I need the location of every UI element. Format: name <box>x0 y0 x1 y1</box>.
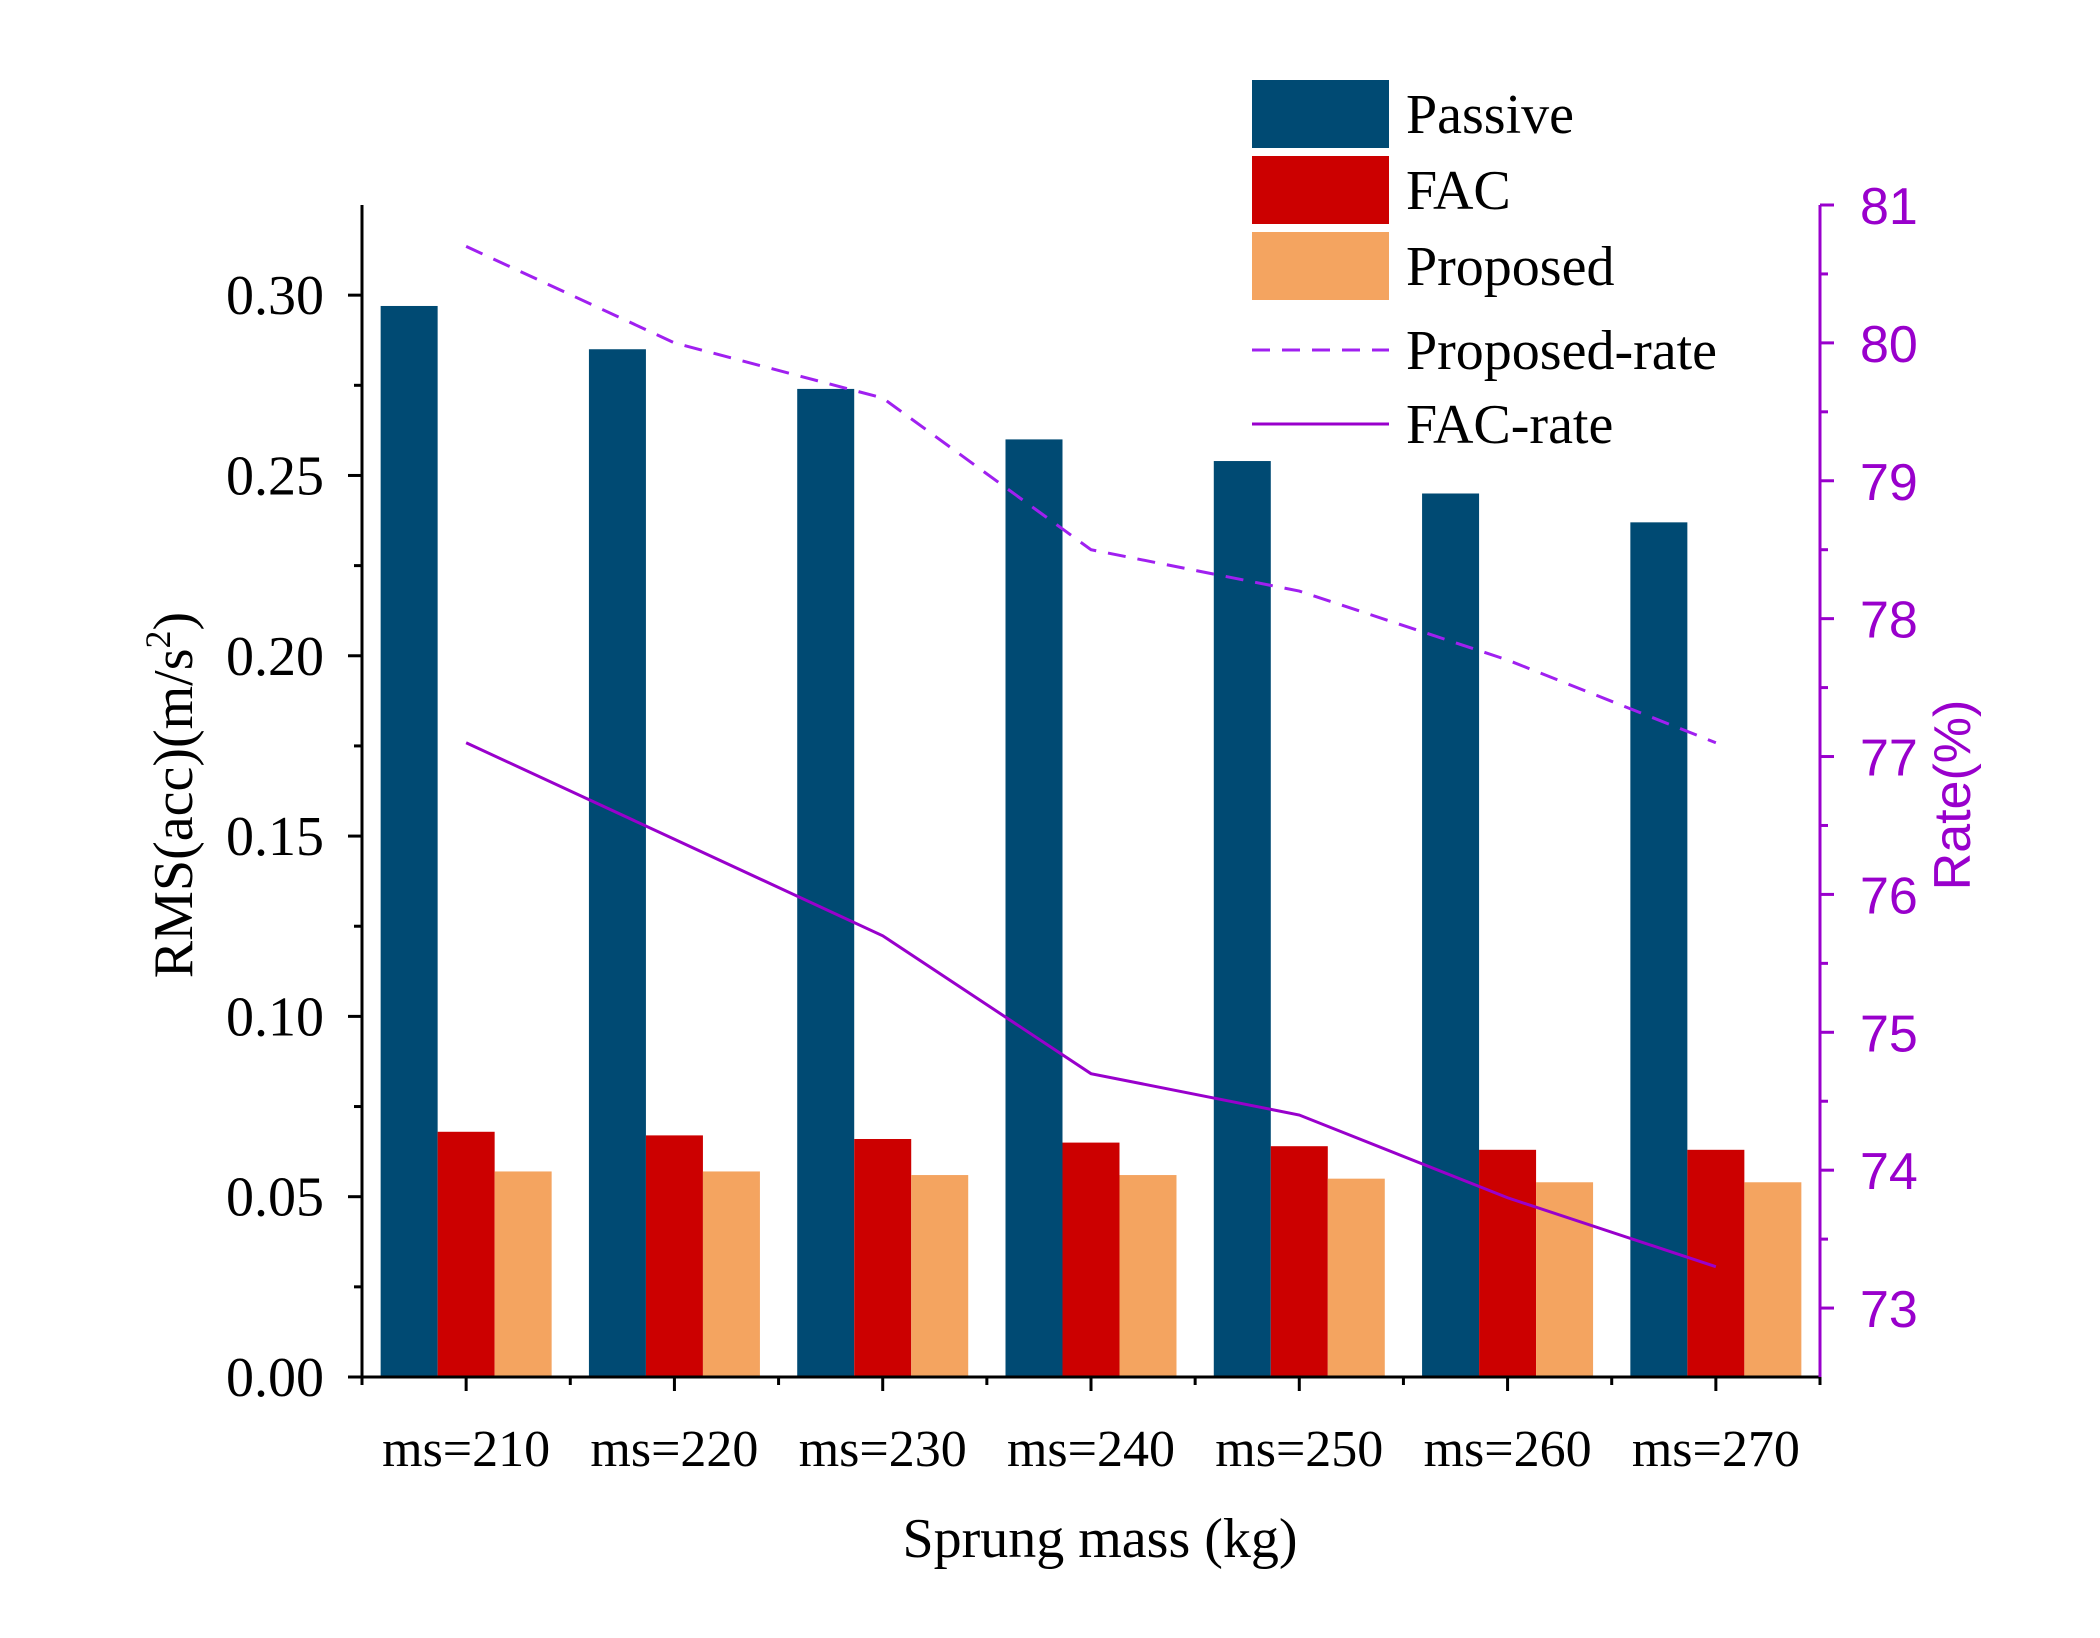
bar-proposed-2 <box>911 1175 969 1377</box>
bar-fac-5 <box>1479 1149 1537 1377</box>
y-tick-label-right-3: 76 <box>1860 867 1918 925</box>
y-tick-label-left-2: 0.10 <box>226 986 324 1048</box>
y-axis-title-left-sup: 2 <box>138 630 178 648</box>
line-proposed-rate <box>465 245 1717 745</box>
y-tick-label-left-3: 0.15 <box>226 806 324 868</box>
bar-proposed-5 <box>1536 1182 1594 1377</box>
x-tick-label-5: ms=260 <box>1424 1421 1592 1478</box>
legend-label-passive: Passive <box>1406 84 1574 146</box>
legend-label-fac: FAC <box>1406 160 1511 222</box>
bars-layer <box>380 305 1802 1378</box>
bar-proposed-0 <box>494 1171 552 1377</box>
x-axis-title: Sprung mass (kg) <box>902 1508 1297 1570</box>
bar-passive-6 <box>1630 522 1688 1377</box>
legend-label-fac-rate: FAC-rate <box>1406 394 1613 456</box>
bar-passive-3 <box>1005 439 1063 1377</box>
bar-fac-2 <box>854 1138 912 1377</box>
bar-proposed-1 <box>702 1171 760 1377</box>
y-tick-label-left-1: 0.05 <box>226 1167 324 1229</box>
bar-passive-5 <box>1422 493 1480 1377</box>
lines-layer <box>465 245 1717 1269</box>
y-tick-label-right-6: 79 <box>1860 454 1918 512</box>
y-tick-label-right-8: 81 <box>1860 178 1918 236</box>
y-tick-label-left-6: 0.30 <box>226 265 324 327</box>
bar-proposed-4 <box>1327 1178 1385 1377</box>
bar-fac-1 <box>645 1135 703 1377</box>
bar-proposed-6 <box>1744 1182 1802 1377</box>
bar-passive-1 <box>588 349 646 1378</box>
bar-fac-6 <box>1687 1149 1745 1377</box>
y-tick-label-right-0: 73 <box>1860 1281 1918 1339</box>
x-tick-label-4: ms=250 <box>1215 1421 1383 1478</box>
bar-fac-4 <box>1270 1146 1328 1377</box>
legend: Passive FAC Proposed Proposed-rate FAC-rate <box>1252 80 1717 456</box>
x-tick-label-3: ms=240 <box>1007 1421 1175 1478</box>
bar-fac-0 <box>437 1131 495 1377</box>
y-tick-label-right-4: 77 <box>1860 730 1918 788</box>
x-tick-label-2: ms=230 <box>799 1421 967 1478</box>
y-tick-label-right-2: 75 <box>1860 1005 1918 1063</box>
y-tick-label-left-0: 0.00 <box>226 1347 324 1409</box>
y-tick-label-left-4: 0.20 <box>226 626 324 688</box>
legend-swatch-proposed <box>1252 232 1389 300</box>
line-fac-rate <box>465 741 1717 1269</box>
y-tick-label-right-1: 74 <box>1860 1143 1918 1201</box>
x-tick-label-1: ms=220 <box>590 1421 758 1478</box>
y-tick-label-right-5: 78 <box>1860 592 1918 650</box>
bar-passive-2 <box>797 388 855 1378</box>
y-tick-label-right-7: 80 <box>1860 316 1918 374</box>
x-tick-label-6: ms=270 <box>1632 1421 1800 1478</box>
bar-passive-4 <box>1213 461 1271 1377</box>
y-tick-label-left-5: 0.25 <box>226 445 324 507</box>
y-axis-title-right: Rate(%) <box>1924 700 1982 891</box>
bar-proposed-3 <box>1119 1175 1177 1377</box>
y-axis-title-left: RMS(acc)(m/s2) <box>138 612 205 978</box>
x-tick-label-0: ms=210 <box>382 1421 550 1478</box>
legend-label-proposed: Proposed <box>1406 236 1614 298</box>
y-axis-title-left-close: ) <box>143 612 205 631</box>
legend-label-proposed-rate: Proposed-rate <box>1406 320 1717 382</box>
legend-swatch-fac <box>1252 156 1389 224</box>
axes-layer: 0.00 0.05 0.10 0.15 0.20 0.25 0.30 73 74 75 76 77 78… <box>226 178 1918 1478</box>
y-axis-title-left-base: RMS(acc)(m/s <box>143 648 205 978</box>
legend-swatch-passive <box>1252 80 1389 148</box>
bar-fac-3 <box>1062 1142 1120 1377</box>
bar-passive-0 <box>380 305 438 1378</box>
